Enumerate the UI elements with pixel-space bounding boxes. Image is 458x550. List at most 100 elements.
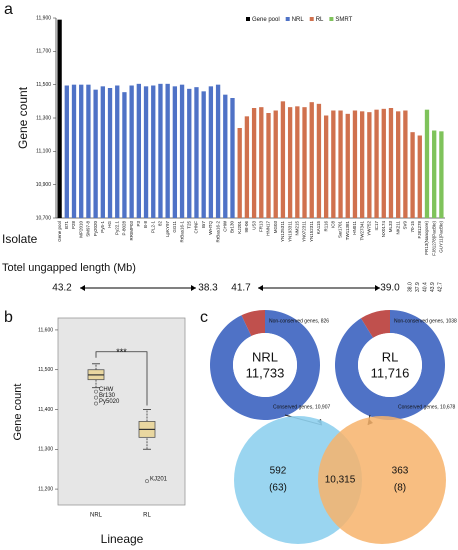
- venn-label: 10,315: [325, 475, 356, 486]
- length-value-small: 38.0: [407, 282, 413, 292]
- x-tick-label: Py2020: [93, 221, 98, 237]
- bar: [71, 84, 77, 219]
- x-tick-label: 70-15: [410, 221, 415, 233]
- bar: [158, 83, 163, 218]
- x-tick-label: R116: [323, 221, 328, 232]
- x-tick-label: IC8: [331, 221, 336, 229]
- length-value-small: 42.7: [437, 282, 443, 292]
- bar: [295, 106, 300, 218]
- segment-label: Non-conserved genes, 826: [269, 318, 329, 324]
- x-tick-label: SM97-8: [86, 221, 91, 237]
- bar: [331, 110, 336, 218]
- bar: [194, 87, 199, 219]
- bar: [251, 108, 257, 218]
- x-tick-label: YN072311: [302, 221, 307, 242]
- x-tick-label: Gene pool: [57, 221, 62, 242]
- donut-total: 11,716: [371, 365, 410, 380]
- bar: [388, 108, 394, 218]
- bar: [187, 88, 192, 218]
- legend-swatch: [285, 17, 290, 21]
- segment-label: Non-conserved genes, 1038: [394, 318, 457, 324]
- x-tick-label: RL: [143, 513, 151, 519]
- x-tick-label: RrBas16-1: [179, 221, 184, 243]
- donut-total: 11,733: [246, 365, 285, 380]
- bar: [345, 113, 350, 218]
- x-tick-label: P-8028: [122, 221, 127, 236]
- y-axis-label: Gene count: [12, 384, 24, 441]
- bar: [403, 110, 408, 218]
- legend-label: SMRT: [335, 17, 352, 23]
- segment-label: Conserved genes, 10,678: [398, 404, 455, 410]
- bar: [215, 84, 221, 219]
- x-tick-label: LpKY97: [165, 221, 170, 238]
- bar: [244, 116, 250, 218]
- bar: [396, 111, 401, 218]
- x-tick-label: MG03: [273, 221, 278, 234]
- x-tick-label: HN011: [352, 221, 357, 235]
- bar: [64, 85, 69, 218]
- y-tick-label: 11,300: [36, 115, 51, 121]
- y-tick-label: 11,200: [38, 486, 53, 492]
- venn-label: 592: [270, 466, 287, 477]
- bar: [223, 94, 228, 218]
- x-tick-label: HNN17: [266, 221, 271, 236]
- x-tick-label: P28: [71, 221, 76, 230]
- x-tick-label: US3: [251, 221, 256, 230]
- bar: [122, 92, 127, 218]
- x-tick-label: NRL: [90, 513, 103, 519]
- legend-label: RL: [316, 17, 324, 23]
- y-tick-label: 11,500: [38, 367, 53, 373]
- plot-background: [57, 317, 186, 506]
- length-value: 39.0: [380, 283, 400, 294]
- venn-label: 363: [392, 466, 409, 477]
- outlier: [94, 401, 98, 406]
- y-tick-label: 11,400: [38, 407, 53, 413]
- bar: [100, 86, 105, 218]
- panel-label: b: [4, 309, 13, 326]
- x-tick-label: GUY11(PacBio): [439, 221, 444, 253]
- donut-segment: [360, 310, 390, 338]
- y-tick-label: 11,300: [38, 447, 53, 453]
- bar: [179, 84, 185, 219]
- bar: [230, 98, 235, 218]
- bar: [115, 85, 120, 218]
- bar: [410, 132, 415, 218]
- venn-label: (8): [394, 483, 406, 494]
- x-axis-label: Lineage: [101, 532, 144, 546]
- bar: [432, 130, 437, 218]
- x-tick-label: TW11381: [345, 221, 350, 241]
- significance: ***: [116, 347, 127, 357]
- x-tick-label: B71: [64, 221, 69, 230]
- y-tick-label: 10,700: [36, 215, 52, 221]
- bar: [273, 110, 278, 218]
- donut-hole: [358, 333, 422, 397]
- x-tick-label: YN152311: [309, 221, 314, 242]
- x-tick-label: GG11: [172, 221, 177, 233]
- x-tick-label: Br130: [230, 221, 235, 234]
- x-tick-label: RRIMP03: [129, 221, 134, 241]
- bar: [259, 107, 264, 218]
- x-tick-label: P3: [136, 221, 141, 227]
- x-tick-label: 82: [158, 221, 163, 227]
- x-tick-label: HG: [107, 221, 112, 228]
- x-tick-label: 98-06: [244, 221, 249, 233]
- x-tick-label: Sar1701: [338, 221, 343, 239]
- y-tick-label: 11,700: [36, 49, 51, 55]
- outlier: [94, 389, 98, 394]
- x-tick-label: B-8: [143, 221, 148, 229]
- outlier: [145, 479, 149, 484]
- bar: [309, 102, 314, 218]
- bar: [367, 112, 372, 218]
- x-tick-label: KA115: [316, 221, 321, 235]
- bar: [424, 109, 430, 218]
- legend-swatch: [329, 17, 334, 21]
- bar: [57, 19, 62, 218]
- x-tick-label: FJ81278: [417, 221, 422, 239]
- bar: [172, 86, 178, 218]
- x-tick-label: NM215: [295, 221, 300, 236]
- bar: [338, 110, 343, 218]
- bar: [266, 113, 271, 218]
- donut-segment: [335, 310, 446, 420]
- legend-swatch: [246, 17, 250, 21]
